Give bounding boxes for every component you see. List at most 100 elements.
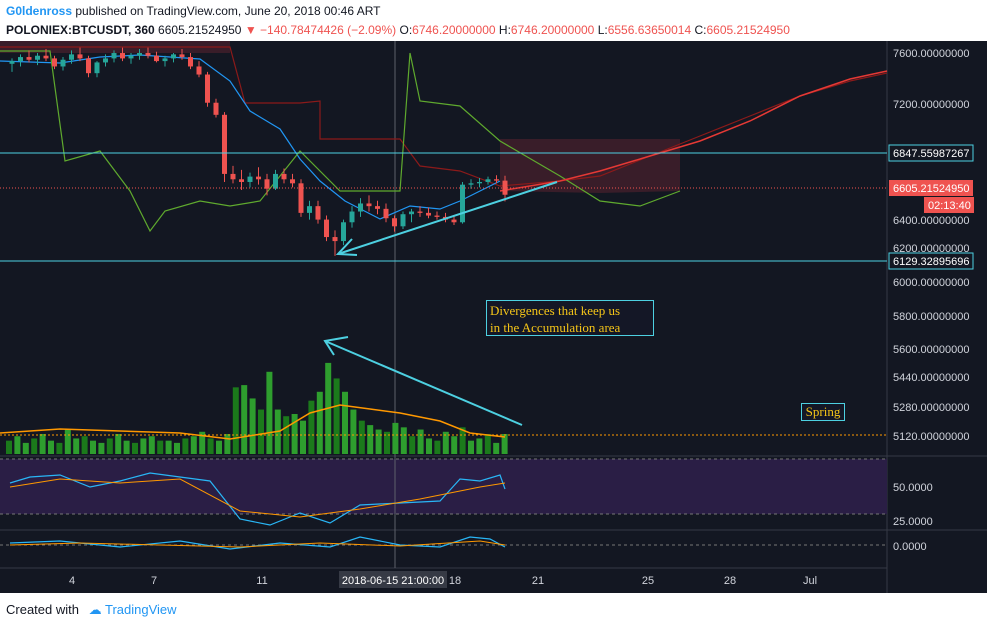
candle	[273, 169, 278, 191]
candle	[86, 55, 91, 78]
candle	[332, 230, 338, 256]
volume-bar	[442, 431, 449, 454]
candle-body	[468, 183, 474, 185]
volume-ma-line	[0, 404, 506, 440]
crosshair-time-text: 2018-06-15 21:00:00	[342, 575, 444, 587]
annotation-spring[interactable]: Spring	[801, 403, 845, 421]
price-chart[interactable]: 7600.00000000 7200.00000000 6400.00000000 6…	[0, 41, 987, 593]
candle-body	[145, 53, 151, 56]
candle	[162, 55, 168, 67]
candle-body	[9, 61, 15, 64]
candle	[409, 208, 414, 223]
candle	[171, 53, 176, 63]
candle	[417, 206, 423, 217]
indicator-tick-label: 25.0000	[893, 516, 933, 528]
candle-body	[273, 173, 278, 189]
candle-body	[171, 54, 176, 59]
crosshair-time-label: 2018-06-15 21:00:00	[339, 571, 447, 588]
candle-body	[222, 114, 227, 174]
candle	[18, 54, 23, 67]
volume-bar	[132, 442, 138, 454]
candle-body	[477, 181, 482, 184]
candle-body	[460, 184, 465, 223]
low-value: 6556.63650014	[607, 23, 692, 37]
candle	[485, 176, 491, 185]
candle-body	[417, 211, 423, 213]
price-tick-label: 7600.00000000	[893, 48, 969, 60]
time-tick-label: 11	[256, 575, 267, 587]
volume-bar	[468, 440, 474, 454]
price-tick-label: 5440.00000000	[893, 372, 969, 384]
candle-body	[349, 211, 355, 223]
volume-bar	[283, 416, 290, 454]
candle-body	[196, 66, 202, 75]
volume-bar	[115, 434, 122, 454]
price-tick-label: 7200.00000000	[893, 99, 969, 111]
candle-body	[315, 206, 321, 220]
time-tick-label: 25	[642, 575, 654, 587]
volume-bar	[199, 431, 206, 454]
candle-body	[341, 222, 346, 242]
volume-bar	[308, 400, 315, 454]
price-tick-label: 6400.00000000	[893, 215, 969, 227]
high-label: H:	[498, 23, 511, 37]
candle	[434, 211, 440, 220]
volume-bar	[358, 420, 365, 454]
volume-bar	[426, 438, 432, 454]
candle	[383, 203, 389, 223]
candle	[290, 173, 295, 188]
price-tick-label: 5600.00000000	[893, 344, 969, 356]
time-axis-labels: 4 7 11 18 21 25 28 Jul 2018-06-15 21:00:00	[69, 571, 817, 588]
volume-bar	[190, 436, 197, 454]
candle	[196, 61, 202, 78]
candle-body	[230, 173, 236, 180]
candle-body	[366, 203, 372, 207]
candle-body	[26, 57, 32, 60]
candle	[69, 50, 74, 64]
author-name[interactable]: G0ldenross	[6, 4, 73, 18]
candle	[52, 55, 57, 70]
oscillator-line	[9, 536, 506, 550]
tradingview-logo-icon: ☁	[88, 602, 102, 617]
close-label: C:	[694, 23, 707, 37]
annotation-divergences[interactable]: Divergences that keep us in the Accumula…	[486, 300, 654, 336]
candle-body	[239, 179, 244, 182]
volume-bar	[98, 442, 105, 454]
candle-body	[162, 58, 168, 62]
candle	[349, 206, 355, 228]
rsi-band	[0, 459, 887, 514]
tradingview-link[interactable]: TradingView	[105, 602, 177, 617]
volume-bar	[232, 387, 239, 454]
price-badge: 6847.55987267	[888, 144, 974, 162]
candle-body	[392, 218, 397, 227]
volume-bar	[73, 438, 80, 454]
volume-bar	[224, 434, 231, 454]
candle-body	[426, 212, 431, 216]
candle	[358, 198, 363, 217]
candle-body	[383, 208, 389, 219]
symbol-info-bar: POLONIEX:BTCUSDT, 360 6605.21524950 ▼ −1…	[0, 20, 987, 40]
divergence-arrow-price	[335, 181, 558, 256]
volume-bar	[39, 434, 46, 454]
volume-bar	[392, 422, 399, 454]
candle	[230, 165, 236, 184]
candle	[426, 207, 431, 219]
candle	[281, 168, 287, 184]
candle-body	[451, 219, 457, 223]
time-tick-label: 21	[532, 575, 544, 587]
candle	[468, 179, 474, 189]
candle	[128, 53, 134, 64]
candle	[375, 200, 380, 215]
candle-body	[494, 179, 499, 181]
volume-bar	[266, 371, 273, 454]
last-price: 6605.21524950	[158, 23, 242, 37]
volume-bar	[174, 442, 180, 454]
price-badge-bg	[888, 144, 974, 162]
candle	[324, 215, 329, 242]
candle	[94, 61, 100, 78]
volume-bar	[476, 438, 483, 454]
candle	[298, 179, 304, 217]
future-kumo-line	[499, 70, 888, 192]
volume-bar	[333, 378, 340, 454]
candle-body	[298, 183, 304, 213]
